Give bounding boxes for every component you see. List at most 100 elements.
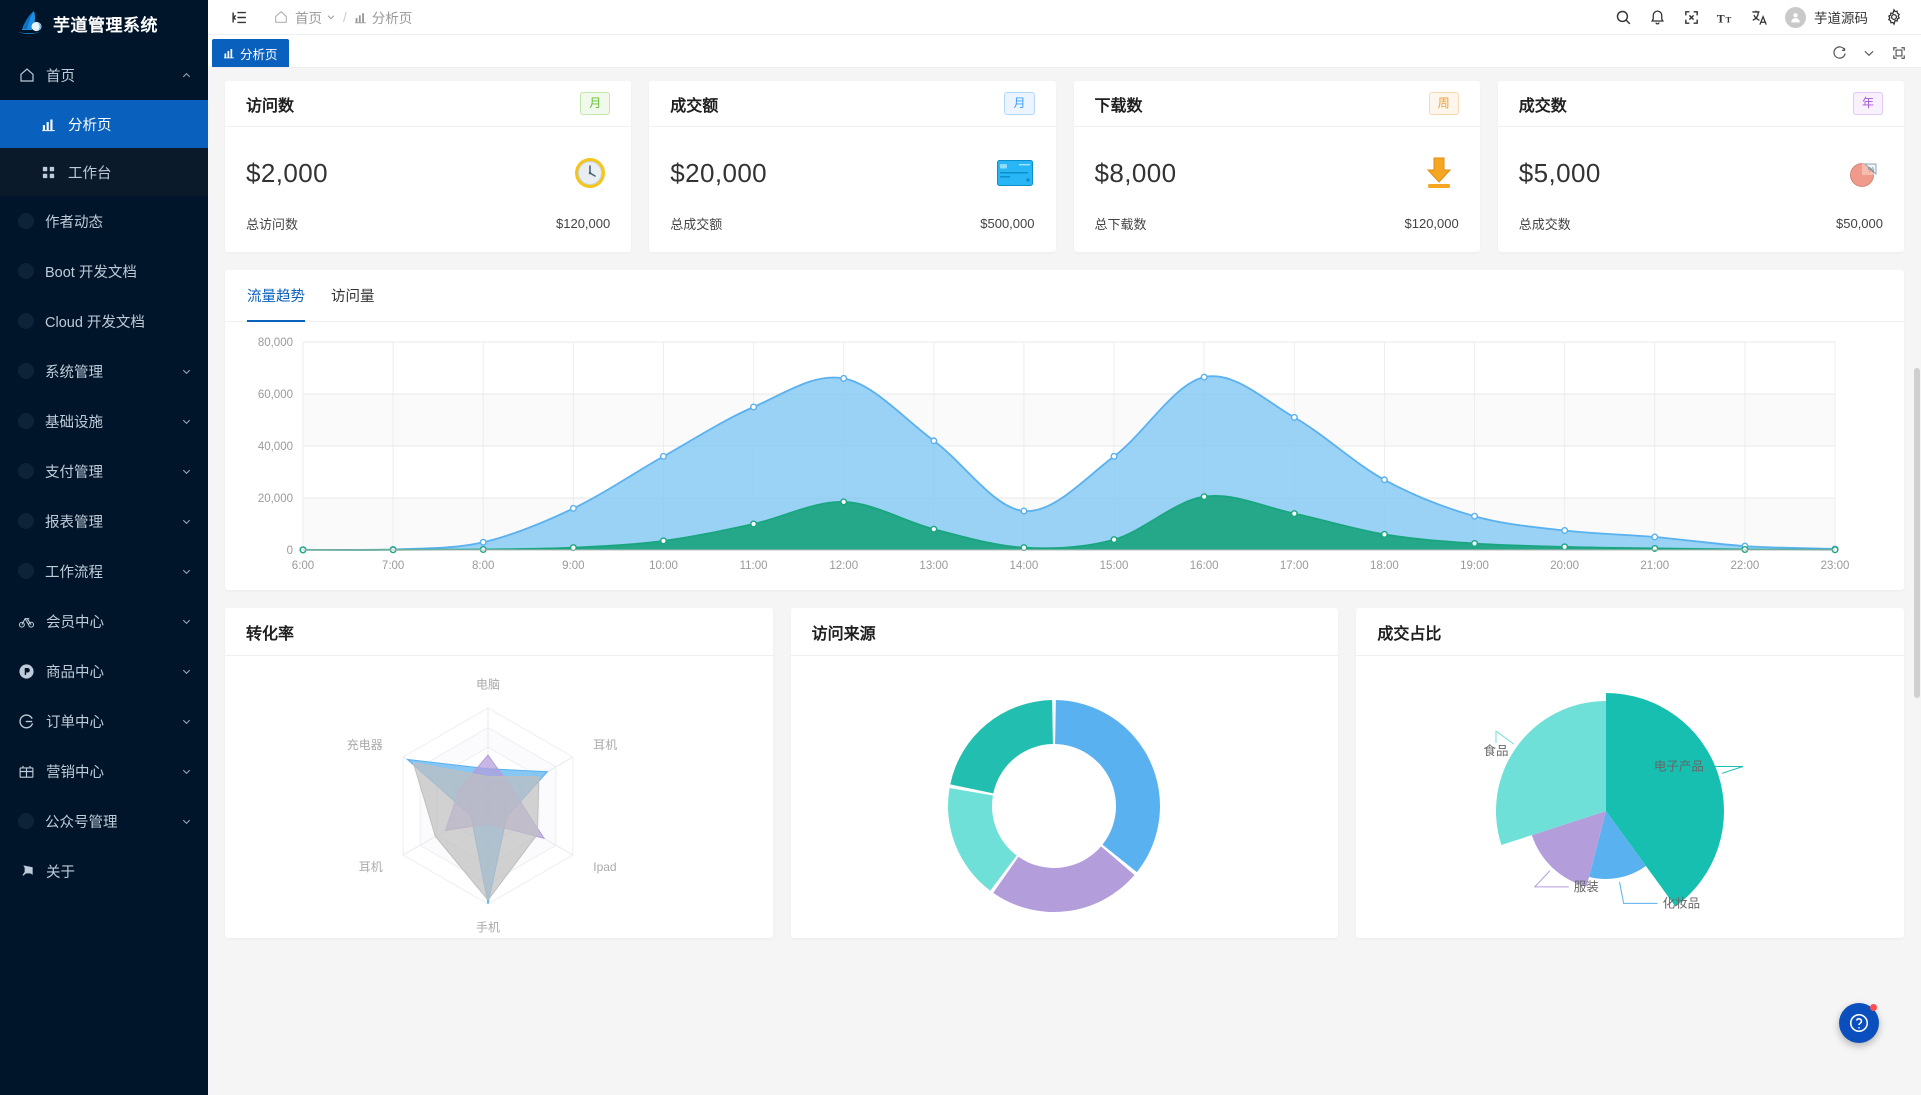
status-badge: 周 (1428, 92, 1459, 115)
dot-icon (18, 513, 34, 529)
card-body: $5,000 % 总成交数 (1498, 127, 1904, 252)
card-header: 下载数 周 (1073, 81, 1480, 127)
card-main: $2,000 (246, 149, 610, 197)
help-fab-button[interactable] (1839, 1003, 1879, 1043)
sidebar-item-analysis[interactable]: 分析页 (0, 100, 208, 148)
main-area: 首页 / 分析页 (208, 0, 1921, 1095)
download-icon (1419, 153, 1459, 193)
sidebar-item-cloud-docs[interactable]: Cloud 开发文档 (0, 296, 208, 346)
sidebar-item-author-news[interactable]: 作者动态 (0, 196, 208, 246)
chevron-down-icon (180, 715, 192, 727)
sidebar-item-member[interactable]: 会员中心 (0, 596, 208, 646)
stat-card-deals: 成交数 年 $5,000 % (1497, 81, 1904, 252)
dot-icon (18, 213, 34, 229)
card-value: $2,000 (246, 157, 328, 188)
fullscreen-icon[interactable] (1674, 0, 1708, 34)
svg-text:19:00: 19:00 (1460, 560, 1489, 572)
tab-visits[interactable]: 访问量 (331, 270, 375, 322)
svg-text:23:00: 23:00 (1821, 560, 1850, 572)
svg-text:服装: 服装 (1574, 880, 1599, 894)
sidebar-item-label: 公众号管理 (45, 814, 118, 831)
sidebar-item-report[interactable]: 报表管理 (0, 496, 208, 546)
bell-icon[interactable] (1640, 0, 1674, 34)
user-avatar-icon (1785, 6, 1806, 28)
card-title: 成交额 (670, 97, 719, 115)
sidebar-item-product[interactable]: 商品中心 (0, 646, 208, 696)
scrollbar-thumb[interactable] (1914, 368, 1920, 698)
dot-icon (18, 363, 34, 379)
status-badge: 月 (1004, 92, 1035, 115)
conversion-panel: 转化率 电脑 耳机 Ipad 手机 耳机 充电器 (225, 608, 773, 938)
sidebar-item-order[interactable]: 订单中心 (0, 696, 208, 746)
sidebar-item-label: 工作台 (68, 165, 112, 182)
sidebar-item-workbench[interactable]: 工作台 (0, 148, 208, 196)
card-body: $2,000 总访问数 (225, 127, 631, 252)
breadcrumb-separator: / (343, 9, 347, 25)
card-foot-value: $120,000 (556, 216, 611, 231)
chevron-down-icon (180, 465, 192, 477)
chart-bar-icon (40, 116, 57, 133)
card-title: 访问数 (246, 97, 295, 115)
sidebar-submenu-home: 分析页 工作台 (0, 100, 208, 196)
svg-text:电脑: 电脑 (476, 677, 500, 691)
sidebar-item-label: Boot 开发文档 (45, 264, 137, 281)
sidebar-item-workflow[interactable]: 工作流程 (0, 546, 208, 596)
breadcrumb-label: 首页 (295, 11, 322, 26)
sidebar-item-marketing[interactable]: 营销中心 (0, 746, 208, 796)
sidebar-item-about[interactable]: 关于 (0, 846, 208, 896)
gear-icon[interactable] (1877, 0, 1911, 34)
sidebar-item-label: 首页 (46, 68, 75, 85)
clock-icon (570, 153, 610, 193)
sidebar-item-label: 营销中心 (46, 764, 104, 781)
chevron-up-icon (180, 69, 192, 81)
pin-icon (18, 863, 35, 880)
panel-title: 访问来源 (811, 625, 876, 643)
chevron-down-icon[interactable] (1855, 39, 1883, 67)
tab-label: 分析页 (240, 47, 278, 62)
tab-traffic-trend[interactable]: 流量趋势 (247, 270, 305, 322)
gift-icon (18, 763, 35, 780)
chevron-down-icon (180, 765, 192, 777)
search-icon[interactable] (1606, 0, 1640, 34)
card-title: 下载数 (1094, 97, 1143, 115)
sidebar-item-system[interactable]: 系统管理 (0, 346, 208, 396)
chevron-down-icon (180, 365, 192, 377)
card-foot-value: $500,000 (980, 216, 1035, 231)
traffic-trend-chart: 0 20,000 40,000 60,000 80,000 6:00 7:00 8:00 9:0… (225, 322, 1904, 590)
translate-icon[interactable] (1742, 0, 1776, 34)
svg-text:11:00: 11:00 (740, 560, 768, 572)
sidebar-item-label: 关于 (46, 864, 75, 881)
home-icon[interactable] (274, 10, 288, 24)
visit-source-panel: 访问来源 (790, 608, 1339, 938)
svg-text:9:00: 9:00 (562, 560, 584, 572)
tab-label: 访问量 (331, 289, 375, 305)
menu-fold-icon[interactable] (226, 4, 252, 30)
sidebar-item-payment[interactable]: 支付管理 (0, 446, 208, 496)
user-menu[interactable]: 芋道源码 (1776, 6, 1877, 28)
scrollbar-track[interactable] (1913, 68, 1921, 1095)
sidebar-item-boot-docs[interactable]: Boot 开发文档 (0, 246, 208, 296)
sidebar-item-home[interactable]: 首页 (0, 50, 208, 100)
e-circle-icon (18, 713, 35, 730)
breadcrumb: 首页 / 分析页 (274, 7, 412, 27)
card-header: 成交数 年 (1497, 81, 1904, 127)
font-size-icon[interactable]: T T (1708, 0, 1742, 34)
panel-body: 电子产品 化妆品 服装 食品 (1356, 656, 1904, 938)
breadcrumb-item-home[interactable]: 首页 (295, 7, 336, 27)
tab-analysis[interactable]: 分析页 (212, 39, 289, 67)
maximize-icon[interactable] (1885, 39, 1913, 67)
chevron-down-icon (180, 565, 192, 577)
dot-icon (18, 263, 34, 279)
refresh-icon[interactable] (1825, 39, 1853, 67)
chevron-down-icon (180, 665, 192, 677)
sidebar-item-mp[interactable]: 公众号管理 (0, 796, 208, 846)
sidebar: 芋道管理系统 首页 (0, 0, 208, 1095)
sidebar-item-infrastructure[interactable]: 基础设施 (0, 396, 208, 446)
brand[interactable]: 芋道管理系统 (0, 4, 208, 42)
card-body: $8,000 总下载数 $120,000 (1074, 127, 1480, 252)
svg-text:耳机: 耳机 (359, 860, 383, 874)
card-footer: 总访问数 $120,000 (246, 214, 610, 233)
panel-header: 访问来源 (790, 608, 1339, 656)
sidebar-item-label: 报表管理 (45, 514, 103, 531)
svg-text:T: T (1716, 11, 1724, 25)
